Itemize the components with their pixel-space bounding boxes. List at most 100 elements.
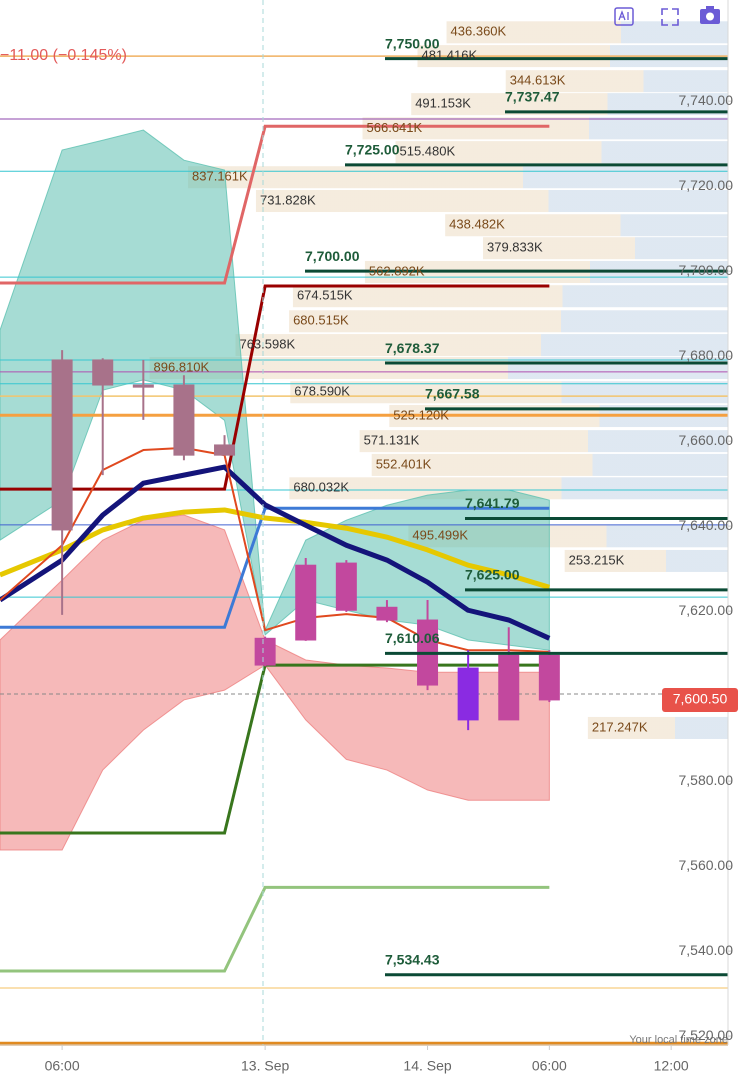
ai-icon-frame: [614, 7, 634, 26]
y-tick-label: 7,700.00: [679, 262, 734, 278]
candle-body: [335, 562, 357, 611]
y-tick-label: 7,580.00: [679, 772, 734, 788]
volume-bar: [362, 117, 728, 140]
volume-bar: [445, 214, 728, 237]
volume-label: 481.416K: [421, 48, 477, 63]
change-label: −11.00 (−0.145%): [0, 47, 127, 64]
level-label: 7,667.58: [425, 386, 480, 402]
y-tick-label: 7,740.00: [679, 92, 734, 108]
fullscreen-button[interactable]: [661, 8, 679, 26]
volume-label: 763.598K: [239, 337, 295, 352]
candle-body: [538, 654, 560, 701]
x-tick-label: 13. Sep: [241, 1058, 289, 1074]
ai-button[interactable]: [614, 7, 634, 26]
volume-bar: [395, 141, 728, 164]
candle-body: [173, 384, 195, 456]
ai-icon-glyph: [618, 10, 629, 21]
x-tick-label: 12:00: [654, 1058, 689, 1074]
timezone-note: Your local time zone: [629, 1034, 728, 1046]
volume-label: 731.828K: [260, 192, 316, 207]
volume-label: 837.161K: [192, 169, 248, 184]
x-tick-label: 06:00: [45, 1058, 80, 1074]
level-label: 7,737.47: [505, 89, 560, 105]
volume-bar: [235, 334, 728, 357]
indicator-line: [0, 507, 551, 590]
volume-bar: [255, 190, 728, 213]
level-label: 7,534.43: [385, 951, 440, 967]
candle-body: [457, 667, 479, 721]
volume-label: 491.153K: [415, 96, 471, 111]
level-label: 7,641.79: [465, 495, 520, 511]
camera-top: [706, 6, 714, 10]
volume-bar: [505, 70, 728, 93]
candle-body: [92, 359, 114, 386]
indicator-line: [0, 446, 550, 653]
y-tick-label: 7,660.00: [679, 432, 734, 448]
volume-label: 515.480K: [400, 144, 456, 159]
volume-bar: [292, 285, 728, 308]
candle-body: [51, 359, 73, 531]
candle-body: [132, 384, 154, 388]
indicator-line: [0, 464, 551, 641]
volume-bar: [411, 93, 728, 116]
candle-body: [295, 564, 317, 641]
volume-bar: [371, 453, 728, 476]
volume-label: 253.215K: [569, 552, 625, 567]
step-line: [0, 663, 550, 835]
level-label: 7,610.06: [385, 630, 440, 646]
volume-label: 674.515K: [297, 288, 353, 303]
volume-bar: [188, 166, 729, 189]
candle-body: [254, 637, 276, 666]
volume-label: 566.641K: [367, 120, 423, 135]
price-tag: [662, 687, 738, 712]
y-tick-label: 7,620.00: [679, 602, 734, 618]
step-line: [0, 506, 550, 629]
volume-label: 436.360K: [451, 24, 507, 39]
x-tick-label: 14. Sep: [403, 1058, 451, 1074]
candle-body: [214, 444, 236, 456]
level-label: 7,725.00: [345, 142, 400, 158]
volume-bar: [289, 310, 728, 333]
candle-body: [376, 606, 398, 621]
y-tick-label: 7,720.00: [679, 177, 734, 193]
volume-label: 379.833K: [487, 240, 543, 255]
volume-label: 438.482K: [449, 217, 505, 232]
volume-label: 571.131K: [364, 433, 420, 448]
y-tick-label: 7,540.00: [679, 942, 734, 958]
y-tick-label: 7,680.00: [679, 347, 734, 363]
camera-lens: [706, 12, 714, 21]
volume-bar: [587, 716, 728, 739]
y-tick-label: 7,520.00: [679, 1027, 734, 1043]
step-line: [0, 885, 550, 973]
level-label: 7,750.00: [385, 35, 440, 51]
screenshot-button[interactable]: [700, 6, 720, 24]
volume-label: 680.515K: [293, 313, 349, 328]
volume-label: 525.120K: [393, 407, 449, 422]
level-label: 7,678.37: [385, 340, 440, 356]
level-label: 7,700.00: [305, 248, 360, 264]
volume-bar: [290, 381, 728, 404]
volume-label: 562.892K: [369, 263, 425, 278]
volume-label: 217.247K: [592, 719, 648, 734]
volume-label: 344.613K: [510, 73, 566, 88]
candle-body: [498, 654, 520, 721]
price-tag-label: 7,600.50: [673, 691, 728, 707]
volume-label: 552.401K: [376, 456, 432, 471]
step-line: [0, 124, 550, 285]
x-tick-label: 06:00: [532, 1058, 567, 1074]
volume-bar: [446, 21, 728, 44]
volume-label: 896.810K: [154, 359, 210, 374]
plot: 7,750.00 7,737.47 7,725.00 7,700.00 7,678.37…: [0, 21, 729, 1046]
step-line: [0, 284, 550, 491]
y-tick-label: 7,560.00: [679, 857, 734, 873]
volume-bar: [289, 477, 728, 500]
level-label: 7,625.00: [465, 567, 520, 583]
volume-bar: [359, 430, 728, 453]
volume-bar: [564, 549, 728, 572]
volume-label: 678.590K: [294, 384, 350, 399]
volume-bar: [483, 237, 728, 260]
y-tick-label: 7,640.00: [679, 517, 734, 533]
volume-label: 680.032K: [293, 480, 349, 495]
volume-label: 495.499K: [412, 528, 468, 543]
